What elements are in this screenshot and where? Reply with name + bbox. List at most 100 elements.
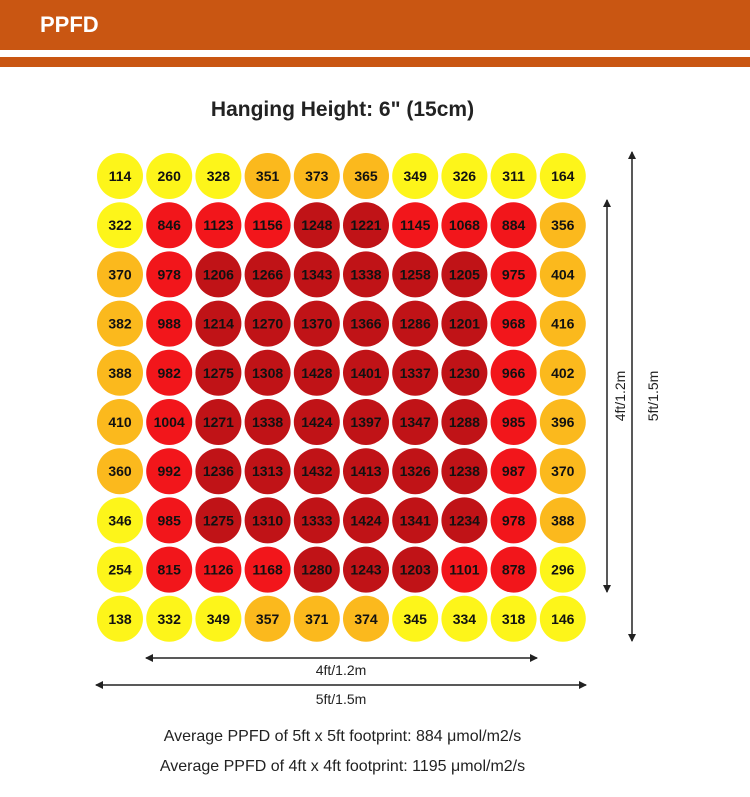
heatmap-cell-value: 987 xyxy=(502,463,526,479)
heatmap-cell-value: 1286 xyxy=(400,316,431,332)
heatmap-cell xyxy=(343,399,389,445)
heatmap-cell-value: 254 xyxy=(108,562,132,578)
heatmap-cell-value: 1243 xyxy=(350,562,381,578)
heatmap-cell-value: 1201 xyxy=(449,316,480,332)
heatmap-cell-value: 260 xyxy=(158,168,182,184)
heatmap-cell-value: 1271 xyxy=(203,414,234,430)
heatmap-cell-value: 332 xyxy=(158,611,182,627)
heatmap-cell xyxy=(441,399,488,445)
heatmap-cell xyxy=(293,399,340,445)
heatmap-cell xyxy=(293,595,340,642)
heatmap-cell xyxy=(195,546,242,593)
heatmap-cell-value: 396 xyxy=(551,414,575,430)
heatmap-cell xyxy=(441,546,488,593)
heatmap-cell-value: 1308 xyxy=(252,365,283,381)
heatmap-cell xyxy=(293,497,340,544)
heatmap-cell-value: 1236 xyxy=(203,463,234,479)
heatmap-cell xyxy=(343,300,389,347)
heatmap-cell-value: 1347 xyxy=(400,414,431,430)
header-title: PPFD xyxy=(40,12,99,37)
heatmap-cell xyxy=(146,595,193,642)
heatmap-cell-value: 1366 xyxy=(350,316,381,332)
heatmap-cell-value: 1126 xyxy=(203,562,234,578)
heatmap-cell-value: 1413 xyxy=(350,463,381,479)
heatmap-cell-value: 985 xyxy=(502,414,526,430)
average-ppfd-5ft: Average PPFD of 5ft x 5ft footprint: 884… xyxy=(163,728,522,745)
heatmap-cell-value: 1156 xyxy=(252,217,283,233)
heatmap-cell-value: 1313 xyxy=(252,463,283,479)
heatmap-cell-value: 1123 xyxy=(203,217,234,233)
heatmap-cell-value: 322 xyxy=(108,217,132,233)
heatmap-cell xyxy=(293,300,340,347)
heatmap-cell xyxy=(195,251,242,298)
heatmap-cell-value: 975 xyxy=(502,266,526,282)
heatmap-cell xyxy=(244,448,291,495)
heatmap-cell xyxy=(539,595,586,642)
heatmap-cell-value: 334 xyxy=(453,611,477,627)
heatmap-cell xyxy=(392,202,439,249)
heatmap-cell-value: 884 xyxy=(502,217,526,233)
heatmap-cell xyxy=(293,202,340,249)
heatmap-cell-value: 988 xyxy=(158,316,182,332)
heatmap-cell xyxy=(392,399,439,445)
heatmap-cell-value: 360 xyxy=(108,463,132,479)
heatmap-cell xyxy=(97,595,143,642)
heatmap-cell xyxy=(146,300,193,347)
heatmap-cell xyxy=(343,202,389,249)
heatmap-cell xyxy=(539,300,586,347)
heatmap-cell xyxy=(97,349,143,396)
heatmap-cell-value: 1397 xyxy=(350,414,381,430)
heatmap-cell-value: 966 xyxy=(502,365,526,381)
heatmap-cell-value: 1168 xyxy=(252,562,283,578)
header-bar xyxy=(0,0,750,50)
inner-width-label: 4ft/1.2m xyxy=(316,662,367,678)
heatmap-cell xyxy=(146,448,193,495)
heatmap-cell-value: 978 xyxy=(502,512,526,528)
heatmap-cell xyxy=(97,546,143,593)
heatmap-cell-value: 296 xyxy=(551,562,575,578)
heatmap-cell xyxy=(539,153,586,199)
heatmap-cell xyxy=(392,497,439,544)
heatmap-cell-value: 1205 xyxy=(449,266,480,282)
heatmap-cells: 114 260 328 351 373 365 349 326 311 164 322 846 1123… xyxy=(97,153,586,642)
heatmap-cell xyxy=(392,251,439,298)
heatmap-cell-value: 1288 xyxy=(449,414,480,430)
heatmap-cell-value: 1068 xyxy=(449,217,480,233)
heatmap-cell xyxy=(343,349,389,396)
heatmap-cell xyxy=(490,202,537,249)
heatmap-cell-value: 370 xyxy=(108,266,132,282)
heatmap-cell xyxy=(539,202,586,249)
heatmap-cell xyxy=(195,153,242,199)
heatmap-cell-value: 382 xyxy=(108,316,132,332)
heatmap-cell xyxy=(392,448,439,495)
heatmap-cell xyxy=(343,546,389,593)
heatmap-cell-value: 1238 xyxy=(449,463,480,479)
heatmap-cell xyxy=(490,349,537,396)
heatmap-cell-value: 1230 xyxy=(449,365,480,381)
heatmap-cell-value: 1401 xyxy=(350,365,381,381)
heatmap-cell-value: 164 xyxy=(551,168,575,184)
heatmap-cell xyxy=(441,251,488,298)
heatmap-cell xyxy=(490,251,537,298)
heatmap-cell-value: 1338 xyxy=(252,414,283,430)
heatmap-cell xyxy=(97,300,143,347)
heatmap-cell-value: 1341 xyxy=(400,512,431,528)
heatmap-cell xyxy=(293,153,340,199)
heatmap-cell xyxy=(441,349,488,396)
heatmap-cell-value: 346 xyxy=(108,512,132,528)
heatmap-cell-value: 878 xyxy=(502,562,526,578)
outer-height-label: 5ft/1.5m xyxy=(645,371,661,422)
average-ppfd-4ft: Average PPFD of 4ft x 4ft footprint: 119… xyxy=(159,758,526,775)
heatmap-cell-value: 1424 xyxy=(301,414,332,430)
heatmap-cell xyxy=(97,399,143,445)
heatmap-cell xyxy=(441,497,488,544)
heatmap-cell xyxy=(195,300,242,347)
inner-height-label: 4ft/1.2m xyxy=(612,371,628,422)
heatmap-cell xyxy=(293,448,340,495)
heatmap-cell-value: 982 xyxy=(158,365,182,381)
header-stripe xyxy=(0,57,750,67)
heatmap-cell-value: 138 xyxy=(108,611,132,627)
heatmap-cell-value: 373 xyxy=(305,168,329,184)
heatmap-cell-value: 1270 xyxy=(252,316,283,332)
